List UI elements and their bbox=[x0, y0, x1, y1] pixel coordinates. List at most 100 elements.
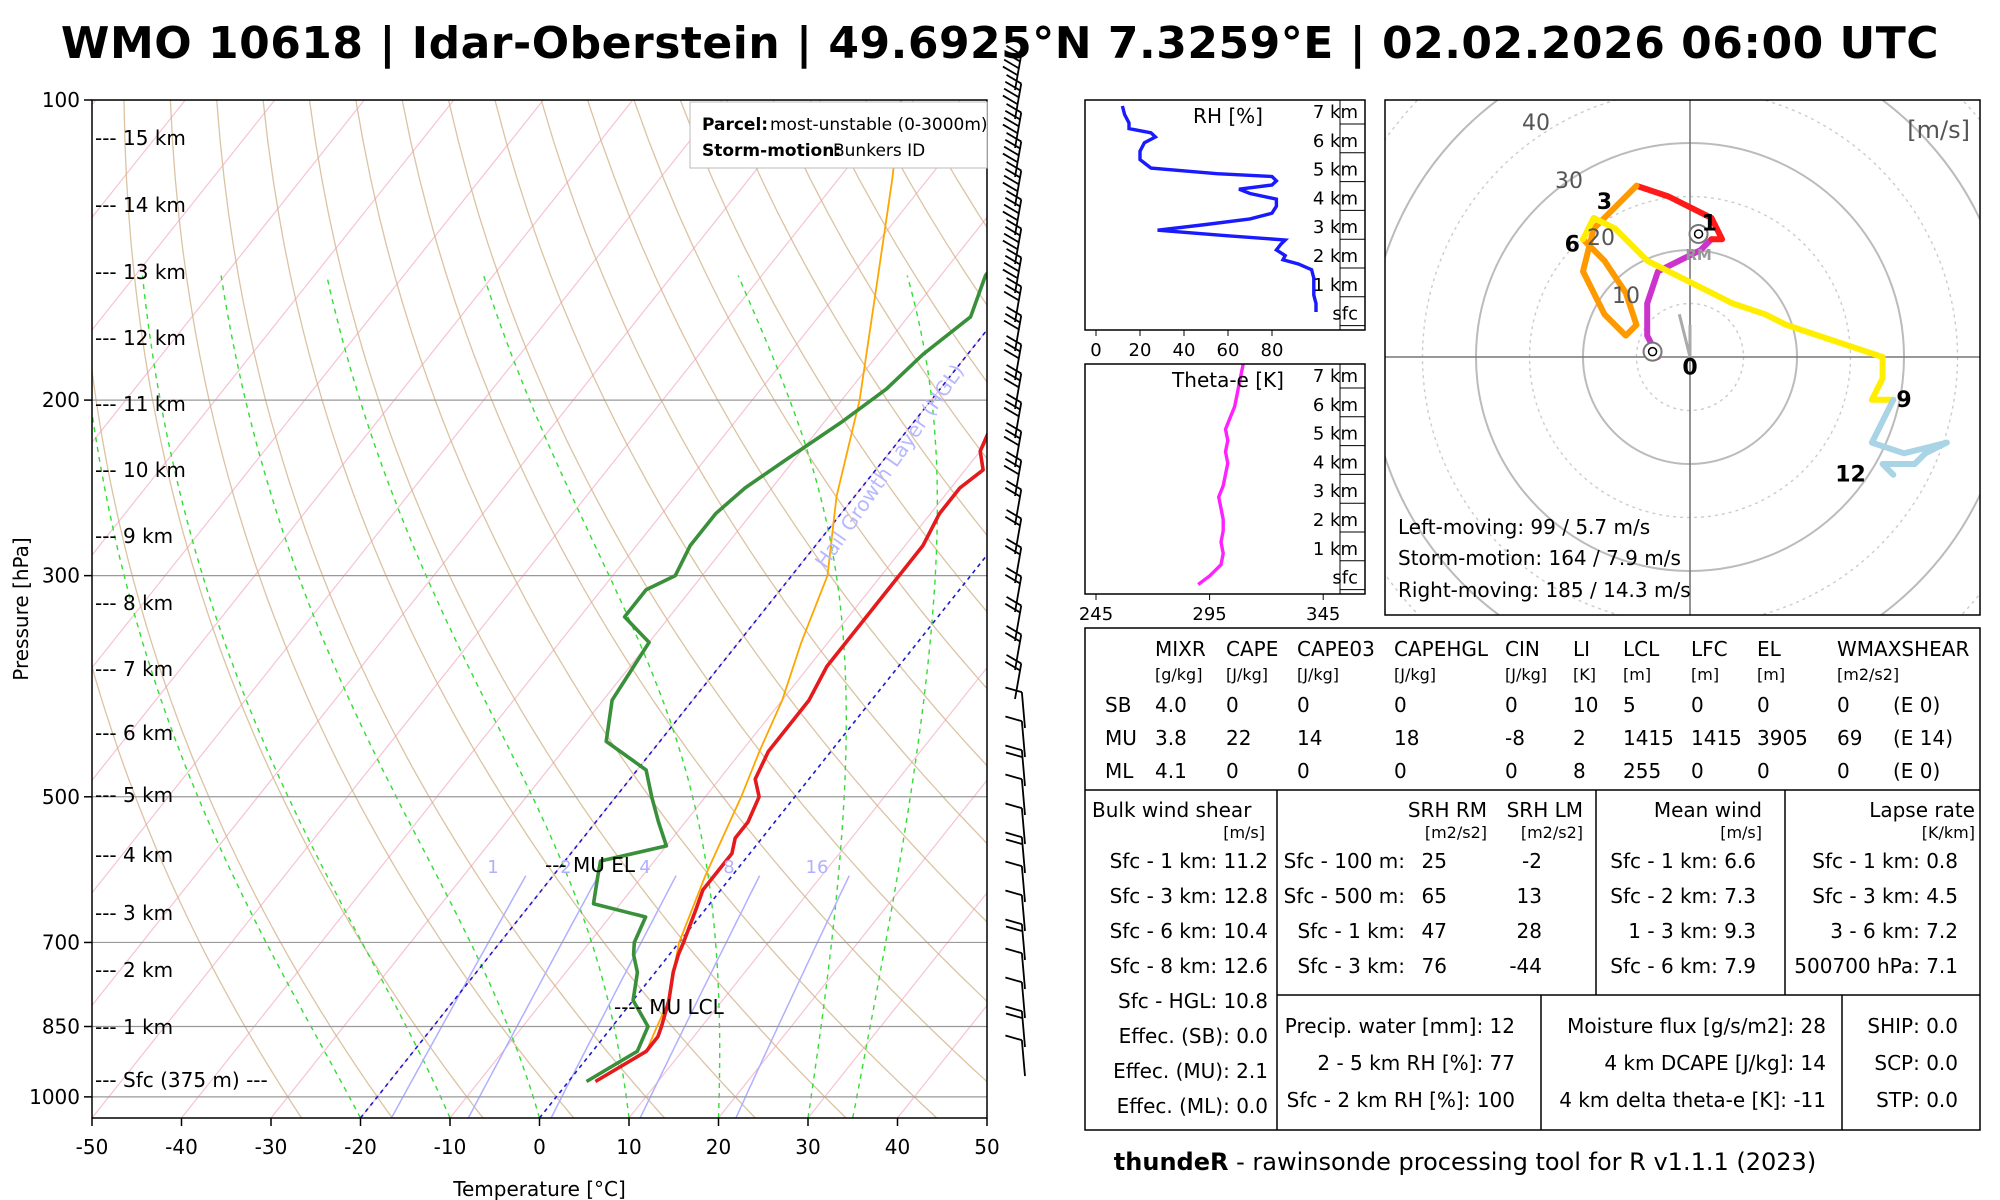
thetae-line bbox=[1197, 364, 1245, 586]
barb-flag bbox=[1003, 116, 1020, 128]
barb-flag bbox=[1005, 838, 1023, 845]
wind-barb bbox=[1002, 161, 1023, 207]
barb-flag bbox=[1006, 393, 1022, 404]
height-label: --- 7 km bbox=[95, 657, 173, 681]
profile-x-label: 295 bbox=[1192, 604, 1226, 625]
param-value: 0 bbox=[1297, 693, 1310, 717]
lapse-unit: [K/km] bbox=[1922, 823, 1975, 842]
barb-staff bbox=[1014, 431, 1023, 468]
height-label: --- 3 km bbox=[95, 901, 173, 925]
shear-row: Sfc - 8 km: 12.6 bbox=[1110, 954, 1268, 978]
isotherm-line bbox=[0, 100, 6, 1118]
param-value: 0 bbox=[1691, 759, 1704, 783]
footer: thundeR - rawinsonde processing tool for… bbox=[1085, 1148, 1845, 1176]
param-unit: [m2/s2] bbox=[1837, 665, 1899, 684]
wind-barb bbox=[1002, 74, 1023, 120]
barb-staff bbox=[1020, 721, 1026, 758]
param-header: EL bbox=[1757, 637, 1782, 661]
barb-flag bbox=[1004, 486, 1021, 498]
barb-flag bbox=[1004, 51, 1021, 63]
x-tick-label: 40 bbox=[885, 1135, 910, 1159]
barb-flag bbox=[1005, 1034, 1023, 1042]
barb-staff bbox=[1014, 518, 1023, 555]
parcel-legend-label: Parcel: bbox=[702, 115, 768, 135]
srh-lm-value: -2 bbox=[1522, 849, 1542, 873]
barb-staff bbox=[1014, 547, 1023, 584]
barb-flag bbox=[1006, 538, 1022, 549]
param-unit: [g/kg] bbox=[1155, 665, 1202, 684]
mixing-ratio-label: 4 bbox=[639, 857, 650, 878]
param-value: 3.8 bbox=[1155, 726, 1187, 750]
dry-adiabat bbox=[633, 100, 987, 690]
barb-flag bbox=[1006, 364, 1022, 375]
barb-staff bbox=[1020, 924, 1026, 961]
mean-wind-row: Sfc - 1 km: 6.6 bbox=[1610, 849, 1756, 873]
barb-flag bbox=[1006, 45, 1022, 56]
wind-barb bbox=[1005, 715, 1026, 758]
barb-staff bbox=[1014, 170, 1023, 207]
hodo-segment-0-1km bbox=[1644, 236, 1715, 360]
y-tick-label: 100 bbox=[42, 88, 80, 112]
srh-row-label: Sfc - 3 km: bbox=[1297, 954, 1405, 978]
profile-height-label: 3 km bbox=[1313, 217, 1358, 238]
zero-isotherm bbox=[538, 553, 987, 1118]
barb-flag bbox=[1004, 80, 1021, 92]
param-row-label: MU bbox=[1105, 726, 1137, 750]
footer-name: thundeR bbox=[1113, 1148, 1229, 1176]
barb-flag bbox=[1005, 947, 1023, 955]
barb-flag bbox=[1004, 254, 1021, 266]
hodo-height-mark: 6 bbox=[1565, 233, 1580, 258]
wind-barb bbox=[1004, 480, 1023, 526]
lapse-row: Sfc - 3 km: 4.5 bbox=[1812, 884, 1958, 908]
mixing-ratio-label: 1 bbox=[487, 857, 498, 878]
barb-flag bbox=[1004, 399, 1021, 411]
param-value: 0 bbox=[1226, 759, 1239, 783]
param-row-label: SB bbox=[1105, 693, 1131, 717]
barb-flag bbox=[1004, 457, 1021, 469]
barb-flag bbox=[1004, 196, 1021, 208]
barb-flag bbox=[1006, 161, 1022, 172]
barb-staff bbox=[1014, 373, 1023, 410]
barb-flag bbox=[1005, 744, 1023, 752]
dry-adiabat bbox=[540, 100, 987, 845]
barb-flag bbox=[1003, 232, 1020, 244]
x-tick-label: 30 bbox=[795, 1135, 820, 1159]
barb-staff bbox=[1014, 634, 1023, 671]
lapse-row: 500700 hPa: 7.1 bbox=[1794, 954, 1958, 978]
srh-lm-value: -44 bbox=[1509, 954, 1542, 978]
param-value: 0 bbox=[1394, 693, 1407, 717]
profile-x-label: 345 bbox=[1306, 604, 1340, 625]
y-axis-label: Pressure [hPa] bbox=[9, 537, 33, 680]
shear-row: Sfc - 3 km: 12.8 bbox=[1110, 884, 1268, 908]
dewpoint-profile bbox=[585, 270, 987, 1084]
param-value: 0 bbox=[1837, 693, 1850, 717]
lapse-title: Lapse rate bbox=[1869, 798, 1975, 822]
wind-barb bbox=[1002, 190, 1023, 236]
wind-barb bbox=[1005, 686, 1026, 729]
x-tick-label: -50 bbox=[76, 1135, 109, 1159]
barb-flag bbox=[1005, 802, 1023, 810]
parcel-curve bbox=[594, 100, 903, 1083]
barb-flag bbox=[1003, 435, 1020, 447]
barb-flag bbox=[1005, 831, 1023, 839]
wind-barb bbox=[1005, 918, 1026, 961]
barb-flag bbox=[1005, 918, 1023, 926]
lapse-row: Sfc - 1 km: 0.8 bbox=[1812, 849, 1958, 873]
hodo-height-mark: 1 bbox=[1702, 211, 1717, 236]
isotherm-line bbox=[92, 100, 455, 557]
srh-lm-value: 28 bbox=[1517, 919, 1542, 943]
barb-flag bbox=[1003, 145, 1020, 157]
wind-barbs bbox=[1002, 45, 1026, 1077]
barb-flag bbox=[1006, 451, 1022, 462]
moisture-row: Precip. water [mm]: 12 bbox=[1285, 1014, 1515, 1038]
barb-flag bbox=[1005, 889, 1023, 897]
barb-flag bbox=[1006, 480, 1022, 491]
flux-row: Moisture flux [g/s/m2]: 28 bbox=[1567, 1014, 1826, 1038]
param-header: LCL bbox=[1623, 637, 1660, 661]
mixing-ratio-label: 8 bbox=[723, 857, 734, 878]
dry-adiabat bbox=[169, 100, 575, 1118]
params-box bbox=[1084, 627, 1981, 1131]
barb-flag bbox=[1002, 268, 1019, 280]
profile-x-label: 20 bbox=[1129, 340, 1152, 361]
profile-title: RH [%] bbox=[1193, 104, 1263, 128]
